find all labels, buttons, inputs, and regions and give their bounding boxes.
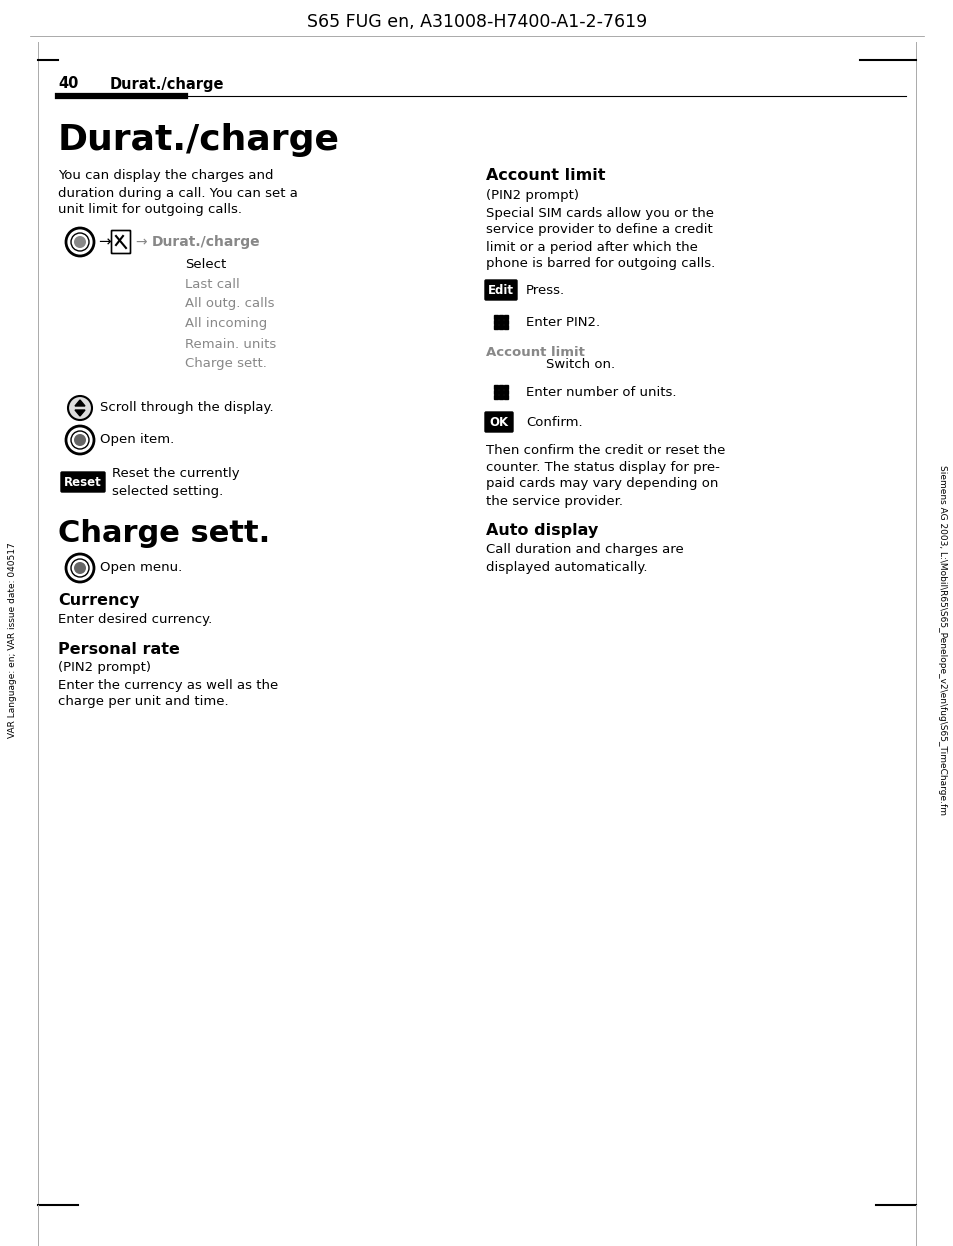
Bar (503, 385, 507, 389)
Text: Durat./charge: Durat./charge (152, 235, 260, 249)
Text: →: → (98, 234, 111, 249)
Text: Durat./charge: Durat./charge (110, 76, 224, 91)
Text: Confirm.: Confirm. (525, 415, 582, 429)
Bar (498, 395, 502, 399)
Text: (PIN2 prompt): (PIN2 prompt) (58, 662, 151, 674)
Text: Edit: Edit (488, 284, 514, 297)
Text: All outg. calls: All outg. calls (185, 298, 274, 310)
Text: phone is barred for outgoing calls.: phone is barred for outgoing calls. (485, 258, 715, 270)
Text: Scroll through the display.: Scroll through the display. (100, 401, 274, 415)
Bar (494, 315, 497, 319)
Text: →: → (135, 235, 147, 249)
Text: Press.: Press. (525, 284, 564, 297)
Bar (498, 325, 502, 329)
Text: Personal rate: Personal rate (58, 643, 180, 658)
Bar (498, 320, 502, 324)
Text: Account limit: Account limit (485, 345, 584, 359)
Text: Open menu.: Open menu. (100, 562, 182, 574)
Text: displayed automatically.: displayed automatically. (485, 561, 647, 573)
Bar (498, 315, 502, 319)
Text: 40: 40 (58, 76, 78, 91)
Text: Reset the currently: Reset the currently (112, 467, 239, 481)
Text: Siemens AG 2003, L:\Mobil\R65\S65_Penelope_v2\en\fug\S65_TimeCharge.fm: Siemens AG 2003, L:\Mobil\R65\S65_Penelo… (938, 465, 946, 815)
Text: Enter desired currency.: Enter desired currency. (58, 613, 212, 627)
Text: unit limit for outgoing calls.: unit limit for outgoing calls. (58, 203, 242, 217)
Bar (494, 325, 497, 329)
Text: counter. The status display for pre-: counter. The status display for pre- (485, 461, 720, 473)
Text: Reset: Reset (64, 476, 102, 488)
Text: S65 FUG en, A31008-H7400-A1-2-7619: S65 FUG en, A31008-H7400-A1-2-7619 (307, 12, 646, 31)
Text: Last call: Last call (185, 278, 239, 290)
Circle shape (74, 434, 86, 446)
Bar (503, 320, 507, 324)
Bar (503, 395, 507, 399)
Text: (PIN2 prompt): (PIN2 prompt) (485, 189, 578, 203)
FancyBboxPatch shape (112, 231, 131, 253)
Text: the service provider.: the service provider. (485, 495, 622, 507)
Text: Currency: Currency (58, 593, 139, 608)
Bar (494, 390, 497, 394)
Text: Charge sett.: Charge sett. (185, 358, 267, 370)
FancyBboxPatch shape (61, 472, 105, 492)
Text: All incoming: All incoming (185, 318, 267, 330)
Circle shape (74, 562, 86, 574)
Text: Auto display: Auto display (485, 522, 598, 537)
Text: Account limit: Account limit (485, 168, 605, 183)
Text: duration during a call. You can set a: duration during a call. You can set a (58, 187, 297, 199)
Bar (503, 315, 507, 319)
Text: Switch on.: Switch on. (545, 358, 615, 370)
Text: service provider to define a credit: service provider to define a credit (485, 223, 712, 237)
Text: charge per unit and time.: charge per unit and time. (58, 695, 229, 709)
Text: Enter number of units.: Enter number of units. (525, 385, 676, 399)
Text: paid cards may vary depending on: paid cards may vary depending on (485, 477, 718, 491)
Bar (498, 385, 502, 389)
Text: Select: Select (185, 258, 226, 270)
Circle shape (68, 396, 91, 420)
Bar (498, 390, 502, 394)
Text: Enter PIN2.: Enter PIN2. (525, 315, 599, 329)
Text: Enter the currency as well as the: Enter the currency as well as the (58, 679, 278, 692)
FancyBboxPatch shape (484, 412, 513, 432)
Text: Call duration and charges are: Call duration and charges are (485, 543, 683, 557)
Text: Charge sett.: Charge sett. (58, 520, 270, 548)
Polygon shape (75, 400, 85, 406)
Text: limit or a period after which the: limit or a period after which the (485, 240, 698, 253)
Text: VAR Language: en; VAR issue date: 040517: VAR Language: en; VAR issue date: 040517 (9, 542, 17, 738)
Text: selected setting.: selected setting. (112, 485, 223, 497)
Bar (494, 320, 497, 324)
Circle shape (74, 235, 86, 248)
Text: Durat./charge: Durat./charge (58, 123, 339, 157)
Text: Remain. units: Remain. units (185, 338, 276, 350)
Bar (494, 385, 497, 389)
FancyBboxPatch shape (484, 280, 517, 300)
Bar (494, 395, 497, 399)
Text: Special SIM cards allow you or the: Special SIM cards allow you or the (485, 207, 713, 219)
Text: You can display the charges and: You can display the charges and (58, 169, 274, 182)
Polygon shape (75, 410, 85, 416)
Text: Open item.: Open item. (100, 434, 174, 446)
Bar (503, 325, 507, 329)
Text: OK: OK (489, 415, 508, 429)
Bar (503, 390, 507, 394)
Text: Then confirm the credit or reset the: Then confirm the credit or reset the (485, 444, 724, 456)
